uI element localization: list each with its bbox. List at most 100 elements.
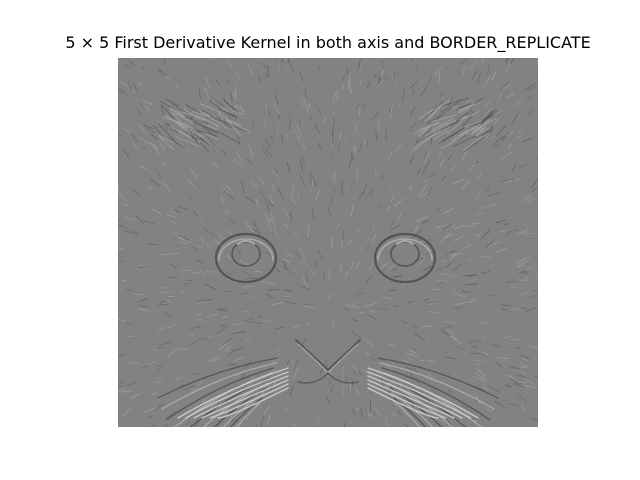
fur-stroke xyxy=(164,74,172,82)
fur-stroke xyxy=(274,356,280,364)
fur-stroke xyxy=(491,71,497,81)
ear-tuft-stroke xyxy=(221,108,238,116)
fur-stroke xyxy=(225,290,232,293)
fur-stroke xyxy=(500,81,510,91)
fur-stroke xyxy=(425,377,437,382)
fur-stroke xyxy=(267,219,272,233)
fur-stroke xyxy=(189,168,198,179)
fur-stroke xyxy=(509,378,518,384)
fur-stroke xyxy=(132,189,141,196)
fur-stroke xyxy=(160,106,165,115)
fur-stroke xyxy=(314,122,320,134)
fur-stroke xyxy=(350,318,359,322)
fur-stroke xyxy=(501,132,510,142)
fur-stroke xyxy=(238,292,249,295)
fur-stroke xyxy=(472,161,479,165)
fur-stroke xyxy=(221,185,230,195)
fur-stroke xyxy=(442,256,454,263)
fur-stroke xyxy=(487,241,500,247)
fur-stroke xyxy=(242,285,254,288)
fur-stroke xyxy=(517,392,527,403)
fur-stroke xyxy=(303,260,309,268)
fur-stroke xyxy=(378,74,382,83)
fur-stroke xyxy=(157,303,169,306)
fur-stroke xyxy=(341,385,345,397)
whisker-bright xyxy=(367,383,447,419)
fur-stroke xyxy=(118,321,121,323)
fur-stroke xyxy=(534,277,538,280)
fur-stroke xyxy=(273,86,277,92)
fur-stroke xyxy=(148,100,154,105)
fur-stroke xyxy=(128,60,136,67)
ear-tuft-stroke xyxy=(424,123,449,137)
fur-stroke xyxy=(370,187,373,198)
fur-stroke xyxy=(292,230,300,241)
fur-stroke xyxy=(303,305,316,308)
fur-stroke xyxy=(139,263,149,271)
fur-stroke xyxy=(234,70,241,81)
fur-stroke xyxy=(387,205,391,213)
fur-stroke xyxy=(256,183,259,192)
fur-stroke xyxy=(295,251,301,259)
fur-stroke xyxy=(508,143,512,150)
fur-stroke xyxy=(380,358,386,362)
fur-stroke xyxy=(288,60,294,73)
fur-stroke xyxy=(147,361,155,366)
ear-tuft-stroke xyxy=(430,100,444,114)
fur-stroke xyxy=(148,141,159,150)
fur-stroke xyxy=(331,136,333,148)
fur-stroke xyxy=(343,138,348,146)
whisker-bright xyxy=(367,379,455,419)
fur-stroke xyxy=(474,362,481,366)
fur-stroke xyxy=(282,265,293,275)
fur-stroke xyxy=(255,199,259,207)
fur-stroke xyxy=(201,396,207,404)
fur-stroke xyxy=(421,168,427,175)
fur-stroke xyxy=(118,232,122,236)
fur-stroke xyxy=(243,317,255,322)
fur-stroke xyxy=(118,385,122,388)
fur-stroke xyxy=(505,280,517,283)
ear-tuft-stroke xyxy=(441,135,464,150)
fur-stroke xyxy=(237,249,242,255)
fur-stroke xyxy=(166,214,178,219)
fur-stroke xyxy=(278,113,280,120)
fur-stroke xyxy=(183,283,192,285)
ear-tuft-stroke xyxy=(182,111,205,121)
fur-stroke xyxy=(175,83,179,91)
fur-stroke xyxy=(436,266,444,271)
fur-stroke xyxy=(365,405,371,417)
fur-stroke xyxy=(515,368,526,375)
fur-stroke xyxy=(252,221,258,231)
whisker-left xyxy=(165,367,275,421)
filtered-image xyxy=(118,58,538,427)
fur-stroke xyxy=(183,385,196,391)
fur-stroke xyxy=(461,244,471,250)
fur-stroke xyxy=(518,269,528,274)
ear-tuft-stroke xyxy=(446,118,466,135)
fur-stroke xyxy=(210,96,222,105)
fur-stroke xyxy=(306,103,311,113)
fur-stroke xyxy=(137,298,148,303)
fur-stroke xyxy=(135,215,144,224)
fur-stroke xyxy=(208,298,213,301)
fur-stroke xyxy=(480,270,491,274)
fur-stroke xyxy=(470,352,480,355)
fur-stroke xyxy=(407,300,414,304)
fur-stroke xyxy=(332,92,337,103)
fur-stroke xyxy=(312,209,314,219)
ear-tuft-stroke xyxy=(480,110,493,125)
fur-stroke xyxy=(203,283,216,290)
fur-stroke xyxy=(329,240,334,248)
fur-stroke xyxy=(414,67,419,73)
fur-stroke xyxy=(484,108,492,118)
ear-tuft-stroke xyxy=(424,105,442,122)
fur-stroke xyxy=(487,65,490,74)
fur-stroke xyxy=(317,65,320,71)
fur-stroke xyxy=(528,86,536,91)
fur-stroke xyxy=(199,270,205,275)
fur-stroke xyxy=(164,313,173,317)
fur-stroke xyxy=(469,299,476,303)
fur-stroke xyxy=(317,249,324,260)
fur-stroke xyxy=(190,388,198,391)
